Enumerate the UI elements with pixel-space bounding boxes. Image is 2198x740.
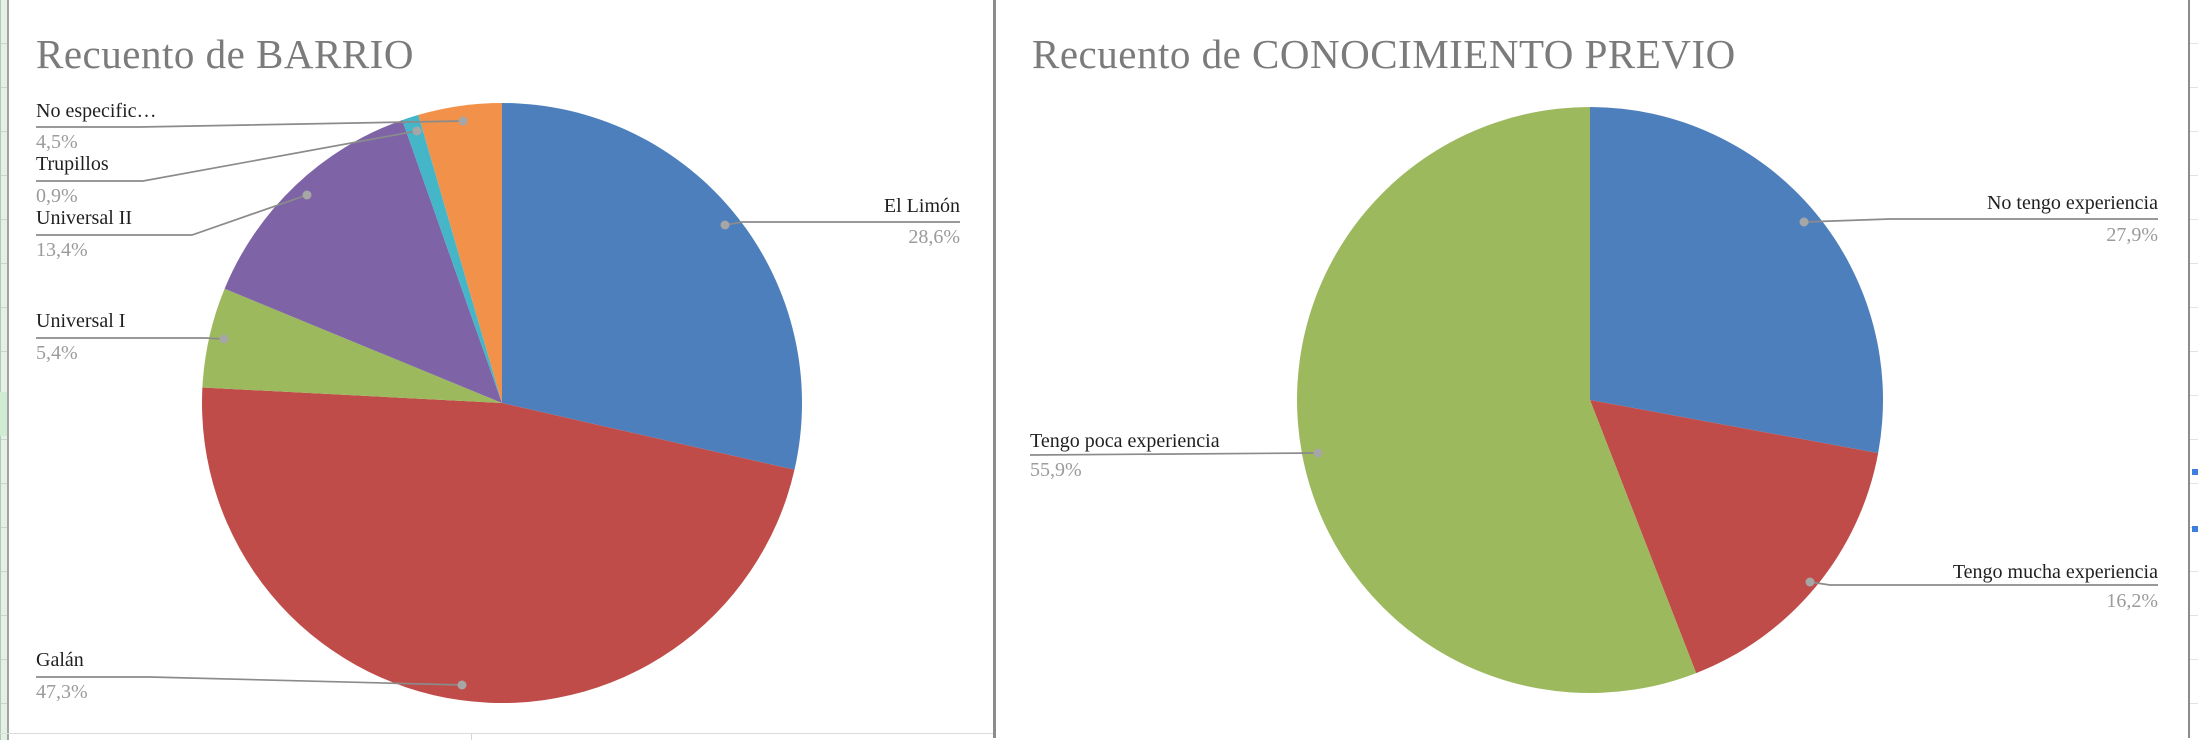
chart-title-barrio: Recuento de BARRIO <box>36 31 414 77</box>
slice-label-universal-2: Universal II <box>36 207 133 229</box>
callout-leader-line <box>724 221 960 226</box>
slice-label-no-especific: No especific… <box>36 100 157 122</box>
slice-pct-universal-1: 5,4% <box>36 342 78 364</box>
slice-pct-no-tengo-experiencia: 27,9% <box>2106 224 2158 246</box>
pie-slice-no-especific-[interactable] <box>418 103 502 403</box>
chart-panel-left-border <box>7 0 9 740</box>
callout-leader-line <box>36 130 418 182</box>
pie-slice-no-tengo-experiencia[interactable] <box>1590 107 1883 454</box>
pie-slice-gal-n[interactable] <box>201 387 795 704</box>
callout-anchor-dot <box>458 116 468 126</box>
callout-leader-line <box>1809 581 2158 586</box>
callout-anchor-dot <box>1313 448 1323 458</box>
pie-slice-el-lim-n[interactable] <box>502 103 803 470</box>
callout-anchor-dot <box>219 334 229 344</box>
pie-slice-tengo-poca-experiencia[interactable] <box>1297 107 1697 693</box>
pie-slice-universal-ii[interactable] <box>224 120 503 403</box>
pie-slice-trupillos[interactable] <box>402 114 502 403</box>
slice-label-trupillos: Trupillos <box>36 153 109 175</box>
pie-slice-universal-i[interactable] <box>202 288 502 403</box>
callout-anchor-dot <box>457 680 467 690</box>
chart-title-conocimiento: Recuento de CONOCIMIENTO PREVIO <box>1032 31 1736 77</box>
spreadsheet-left-edge-strip <box>0 0 7 740</box>
callout-anchor-dot <box>1799 217 1809 227</box>
slice-pct-galan: 47,3% <box>36 681 88 703</box>
chart-panel-divider <box>993 0 996 738</box>
callout-leader-line <box>36 194 308 236</box>
selection-handle-bottom[interactable] <box>2192 526 2198 532</box>
selection-handle-top[interactable] <box>2192 469 2198 475</box>
callout-leader-line <box>36 676 463 686</box>
slice-pct-universal-2: 13,4% <box>36 239 88 261</box>
callout-leader-line <box>1029 452 1319 456</box>
slice-label-universal-1: Universal I <box>36 310 126 332</box>
slice-label-tengo-mucha-experiencia: Tengo mucha experiencia <box>1952 561 2158 583</box>
slice-label-tengo-poca-experiencia: Tengo poca experiencia <box>1030 430 1220 452</box>
spreadsheet-row-highlight <box>0 392 7 436</box>
slice-pct-el-limon: 28,6% <box>908 226 960 248</box>
slice-label-no-tengo-experiencia: No tengo experiencia <box>1986 192 2158 214</box>
slice-pct-no-especific: 4,5% <box>36 131 78 153</box>
callout-leader-line <box>36 120 464 128</box>
chart-panel-right-border <box>2188 0 2190 738</box>
callout-anchor-dot <box>412 126 422 136</box>
slice-pct-trupillos: 0,9% <box>36 185 78 207</box>
callout-anchor-dot <box>302 190 312 200</box>
slice-pct-tengo-mucha-experiencia: 16,2% <box>2106 590 2158 612</box>
slice-label-galan: Galán <box>36 649 84 671</box>
pie-slice-tengo-mucha-experiencia[interactable] <box>1590 400 1879 674</box>
spreadsheet-row-line-bottom <box>0 733 993 734</box>
callout-leader-line <box>1803 218 2158 223</box>
callout-leader-line <box>36 337 225 340</box>
slice-pct-tengo-poca-experiencia: 55,9% <box>1030 459 1082 481</box>
spreadsheet-right-edge-strip <box>2190 0 2198 740</box>
callout-anchor-dot <box>1805 577 1815 587</box>
spreadsheet-column-line-stub <box>471 733 472 740</box>
slice-label-el-limon: El Limón <box>883 195 960 217</box>
callout-anchor-dot <box>720 220 730 230</box>
